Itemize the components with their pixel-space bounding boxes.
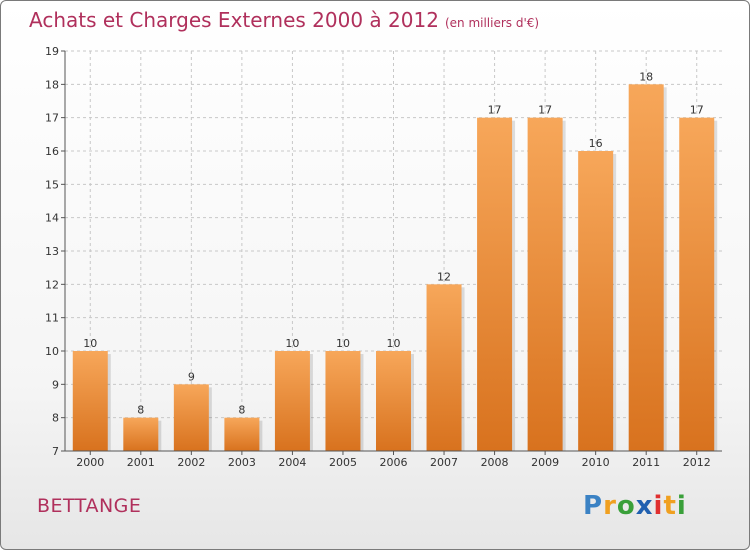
data-label-2007: 12 bbox=[437, 270, 451, 283]
data-label-2003: 8 bbox=[238, 404, 245, 417]
bar-2011 bbox=[628, 84, 664, 451]
y-tick-label: 15 bbox=[45, 178, 59, 191]
y-tick-label: 10 bbox=[45, 345, 59, 358]
data-label-2001: 8 bbox=[137, 404, 144, 417]
y-tick-label: 9 bbox=[52, 378, 59, 391]
bar-2005 bbox=[325, 351, 361, 451]
data-label-2012: 17 bbox=[690, 104, 704, 117]
bars: 10 8 9 8 10 10 10 12 17 17 16 18 17 bbox=[72, 70, 718, 452]
logo-letter: o bbox=[616, 491, 636, 521]
logo-letter: i bbox=[676, 491, 687, 521]
logo-letter: r bbox=[603, 491, 617, 521]
chart-unit: (en milliers d'€) bbox=[444, 16, 540, 30]
data-label-2005: 10 bbox=[336, 337, 350, 350]
bar-2010 bbox=[578, 151, 614, 451]
chart-title: Achats et Charges Externes 2000 à 2012 (e… bbox=[29, 8, 539, 32]
x-tick-label-2001: 2001 bbox=[127, 456, 155, 469]
data-label-2008: 17 bbox=[488, 104, 502, 117]
x-tick-label-2000: 2000 bbox=[76, 456, 104, 469]
bar-2007 bbox=[426, 284, 462, 451]
y-tick-label: 8 bbox=[52, 412, 59, 425]
x-tick-label-2007: 2007 bbox=[430, 456, 458, 469]
chart-title-text: Achats et Charges Externes 2000 à 2012 bbox=[29, 8, 439, 32]
data-label-2010: 16 bbox=[589, 137, 603, 150]
y-tick-label: 14 bbox=[45, 212, 59, 225]
x-tick-label-2003: 2003 bbox=[228, 456, 256, 469]
data-label-2009: 17 bbox=[538, 104, 552, 117]
bar-2004 bbox=[274, 351, 310, 451]
data-label-2004: 10 bbox=[285, 337, 299, 350]
data-label-2006: 10 bbox=[387, 337, 401, 350]
bar-2012 bbox=[679, 117, 715, 452]
y-tick-label: 12 bbox=[45, 278, 59, 291]
bar-2001 bbox=[123, 417, 159, 451]
bar-2009 bbox=[527, 117, 563, 452]
data-label-2002: 9 bbox=[188, 370, 195, 383]
bar-2006 bbox=[376, 351, 411, 451]
logo-letter: t bbox=[663, 491, 677, 521]
bar-2008 bbox=[477, 117, 513, 452]
bar-2003 bbox=[224, 417, 260, 451]
data-label-2000: 10 bbox=[83, 337, 97, 350]
x-tick-label-2005: 2005 bbox=[329, 456, 357, 469]
y-tick-label: 7 bbox=[52, 445, 59, 458]
logo-letter: i bbox=[653, 491, 664, 521]
x-tick-label-2006: 2006 bbox=[380, 456, 408, 469]
y-tick-label: 18 bbox=[45, 78, 59, 91]
logo-letter: x bbox=[635, 491, 654, 521]
x-tick-label-2004: 2004 bbox=[278, 456, 306, 469]
x-tick-label-2011: 2011 bbox=[632, 456, 660, 469]
x-tick-label-2002: 2002 bbox=[177, 456, 205, 469]
bar-2002 bbox=[173, 384, 209, 451]
y-tick-label: 11 bbox=[45, 312, 59, 325]
commune-name: BETTANGE bbox=[37, 495, 142, 517]
data-label-2011: 18 bbox=[639, 70, 653, 83]
logo-letter: P bbox=[583, 491, 604, 521]
x-tick-label-2010: 2010 bbox=[582, 456, 610, 469]
y-tick-label: 13 bbox=[45, 245, 59, 258]
y-tick-label: 19 bbox=[45, 45, 59, 58]
x-tick-label-2012: 2012 bbox=[683, 456, 711, 469]
proxiti-logo: Proxiti bbox=[583, 491, 687, 521]
x-tick-label-2009: 2009 bbox=[531, 456, 559, 469]
axes: 7 8 9 10 11 12 13 14 15 16 17 18 19 2000 2001 2002 2003 2… bbox=[45, 45, 722, 469]
y-tick-label: 17 bbox=[45, 112, 59, 125]
bar-2000 bbox=[72, 351, 108, 451]
x-tick-label-2008: 2008 bbox=[481, 456, 509, 469]
y-tick-label: 16 bbox=[45, 145, 59, 158]
